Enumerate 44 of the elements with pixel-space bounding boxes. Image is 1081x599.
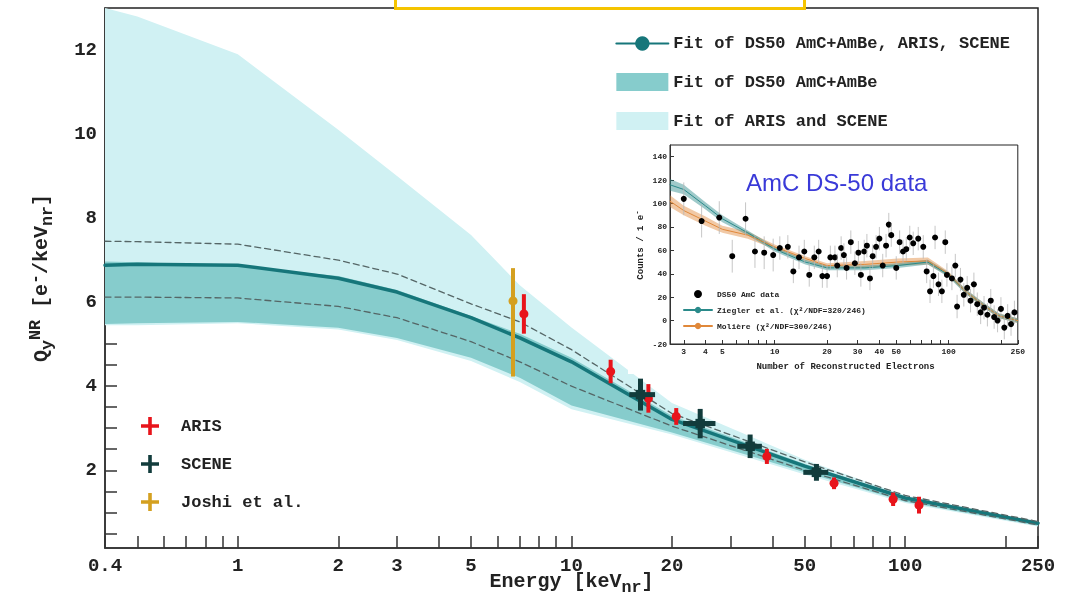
x-tick-label: 3	[681, 346, 687, 356]
x-tick-label: 250	[1010, 346, 1026, 356]
y-tick-label: 0	[662, 316, 668, 326]
y-tick-label: 6	[85, 291, 97, 314]
x-tick-label: 4	[703, 346, 709, 356]
x-tick-label: 30	[852, 346, 863, 356]
legend-label: DS50 AmC data	[717, 289, 780, 299]
y-tick-label: 80	[657, 222, 668, 232]
x-tick-label: 10	[769, 346, 780, 356]
y-tick-label: 8	[85, 207, 97, 230]
x-tick-label: 0.4	[87, 554, 123, 577]
x-tick-label: 50	[793, 554, 817, 577]
y-tick-label: 120	[652, 175, 668, 185]
x-tick-label: 5	[719, 346, 725, 356]
y-tick-label: -20	[652, 339, 668, 349]
y-tick-label: 140	[652, 152, 668, 162]
x-tick-label: 1	[232, 554, 244, 577]
x-axis-title: Number of Reconstructed Electrons	[755, 362, 936, 374]
y-tick-label: 20	[657, 292, 668, 302]
x-tick-label: 20	[822, 346, 833, 356]
y-tick-label: 40	[657, 269, 668, 279]
y-tick-label: 12	[74, 39, 97, 62]
legend-label: Molière (χ²/NDF=300/246)	[717, 321, 833, 331]
legend-label: Ziegler et al. (χ²/NDF=320/246)	[717, 305, 866, 315]
x-tick-label: 100	[941, 346, 956, 356]
x-tick-label: 100	[888, 554, 923, 577]
y-tick-label: 60	[657, 245, 668, 255]
legend-label: Joshi et al.	[181, 492, 304, 512]
legend-label: Fit of ARIS and SCENE	[673, 111, 888, 131]
annotation: AmC DS-50 data	[746, 168, 929, 196]
legend-label: ARIS	[181, 416, 222, 436]
x-tick-label: 250	[1020, 554, 1056, 577]
x-tick-label: 50	[891, 346, 902, 356]
y-tick-label: 4	[85, 375, 97, 398]
legend-label: Fit of DS50 AmC+AmBe, ARIS, SCENE	[673, 34, 1010, 53]
x-tick-label: 5	[465, 554, 477, 577]
legend-label: Fit of DS50 AmC+AmBe	[673, 72, 878, 92]
legend-label: SCENE	[181, 454, 233, 474]
y-tick-label: 2	[85, 459, 97, 482]
x-tick-label: 40	[874, 346, 885, 356]
y-tick-label: 100	[652, 199, 668, 209]
x-tick-label: 2	[332, 554, 344, 577]
y-tick-label: 10	[74, 123, 97, 146]
x-tick-label: 3	[391, 554, 403, 577]
